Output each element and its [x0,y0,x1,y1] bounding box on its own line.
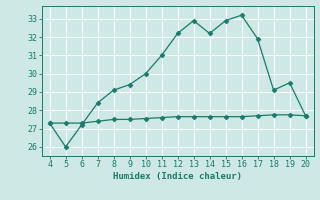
X-axis label: Humidex (Indice chaleur): Humidex (Indice chaleur) [113,172,242,181]
